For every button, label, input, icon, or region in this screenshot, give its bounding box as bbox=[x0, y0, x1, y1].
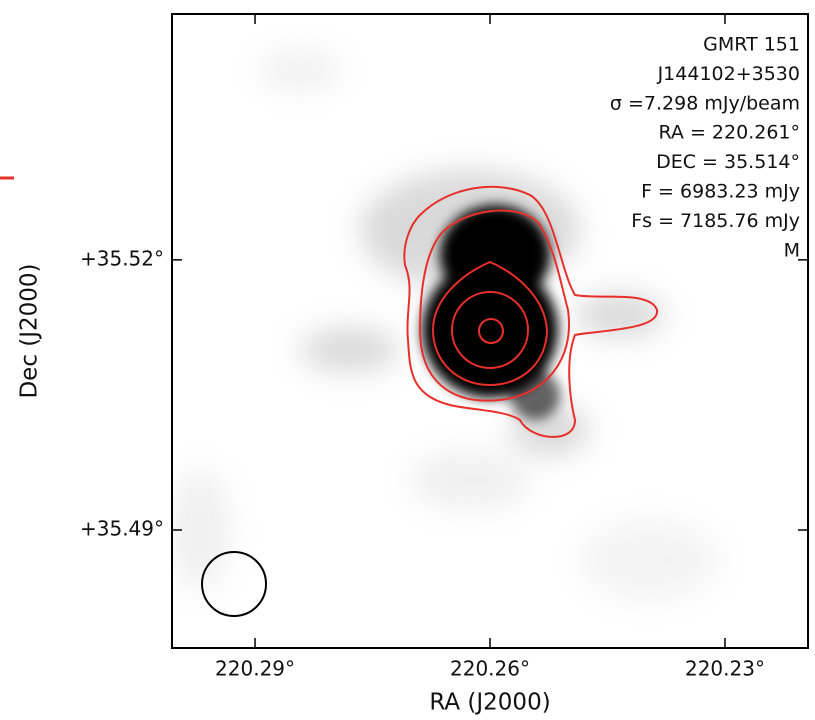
annotation: J144102+3530 bbox=[657, 63, 800, 85]
y-axis-label: Dec (J2000) bbox=[17, 263, 43, 398]
annotation: F = 6983.23 mJy bbox=[641, 181, 800, 203]
annotation: RA = 220.261° bbox=[659, 122, 801, 144]
x-tick-label: 220.26° bbox=[450, 657, 530, 681]
x-tick-label: 220.23° bbox=[685, 657, 765, 681]
chart: RA (J2000) Dec (J2000) 220.29° 220.26° 220… bbox=[0, 0, 815, 720]
y-tick-label: +35.49° bbox=[80, 517, 164, 541]
annotation: DEC = 35.514° bbox=[656, 151, 800, 173]
annotation: GMRT 151 bbox=[703, 34, 800, 56]
annotation: σ =7.298 mJy/beam bbox=[610, 92, 800, 114]
y-tick-label: +35.52° bbox=[80, 246, 164, 270]
x-axis-label: RA (J2000) bbox=[429, 690, 550, 716]
annotation: M bbox=[784, 239, 800, 261]
x-tick-label: 220.29° bbox=[215, 657, 295, 681]
annotation: Fs = 7185.76 mJy bbox=[631, 210, 800, 232]
